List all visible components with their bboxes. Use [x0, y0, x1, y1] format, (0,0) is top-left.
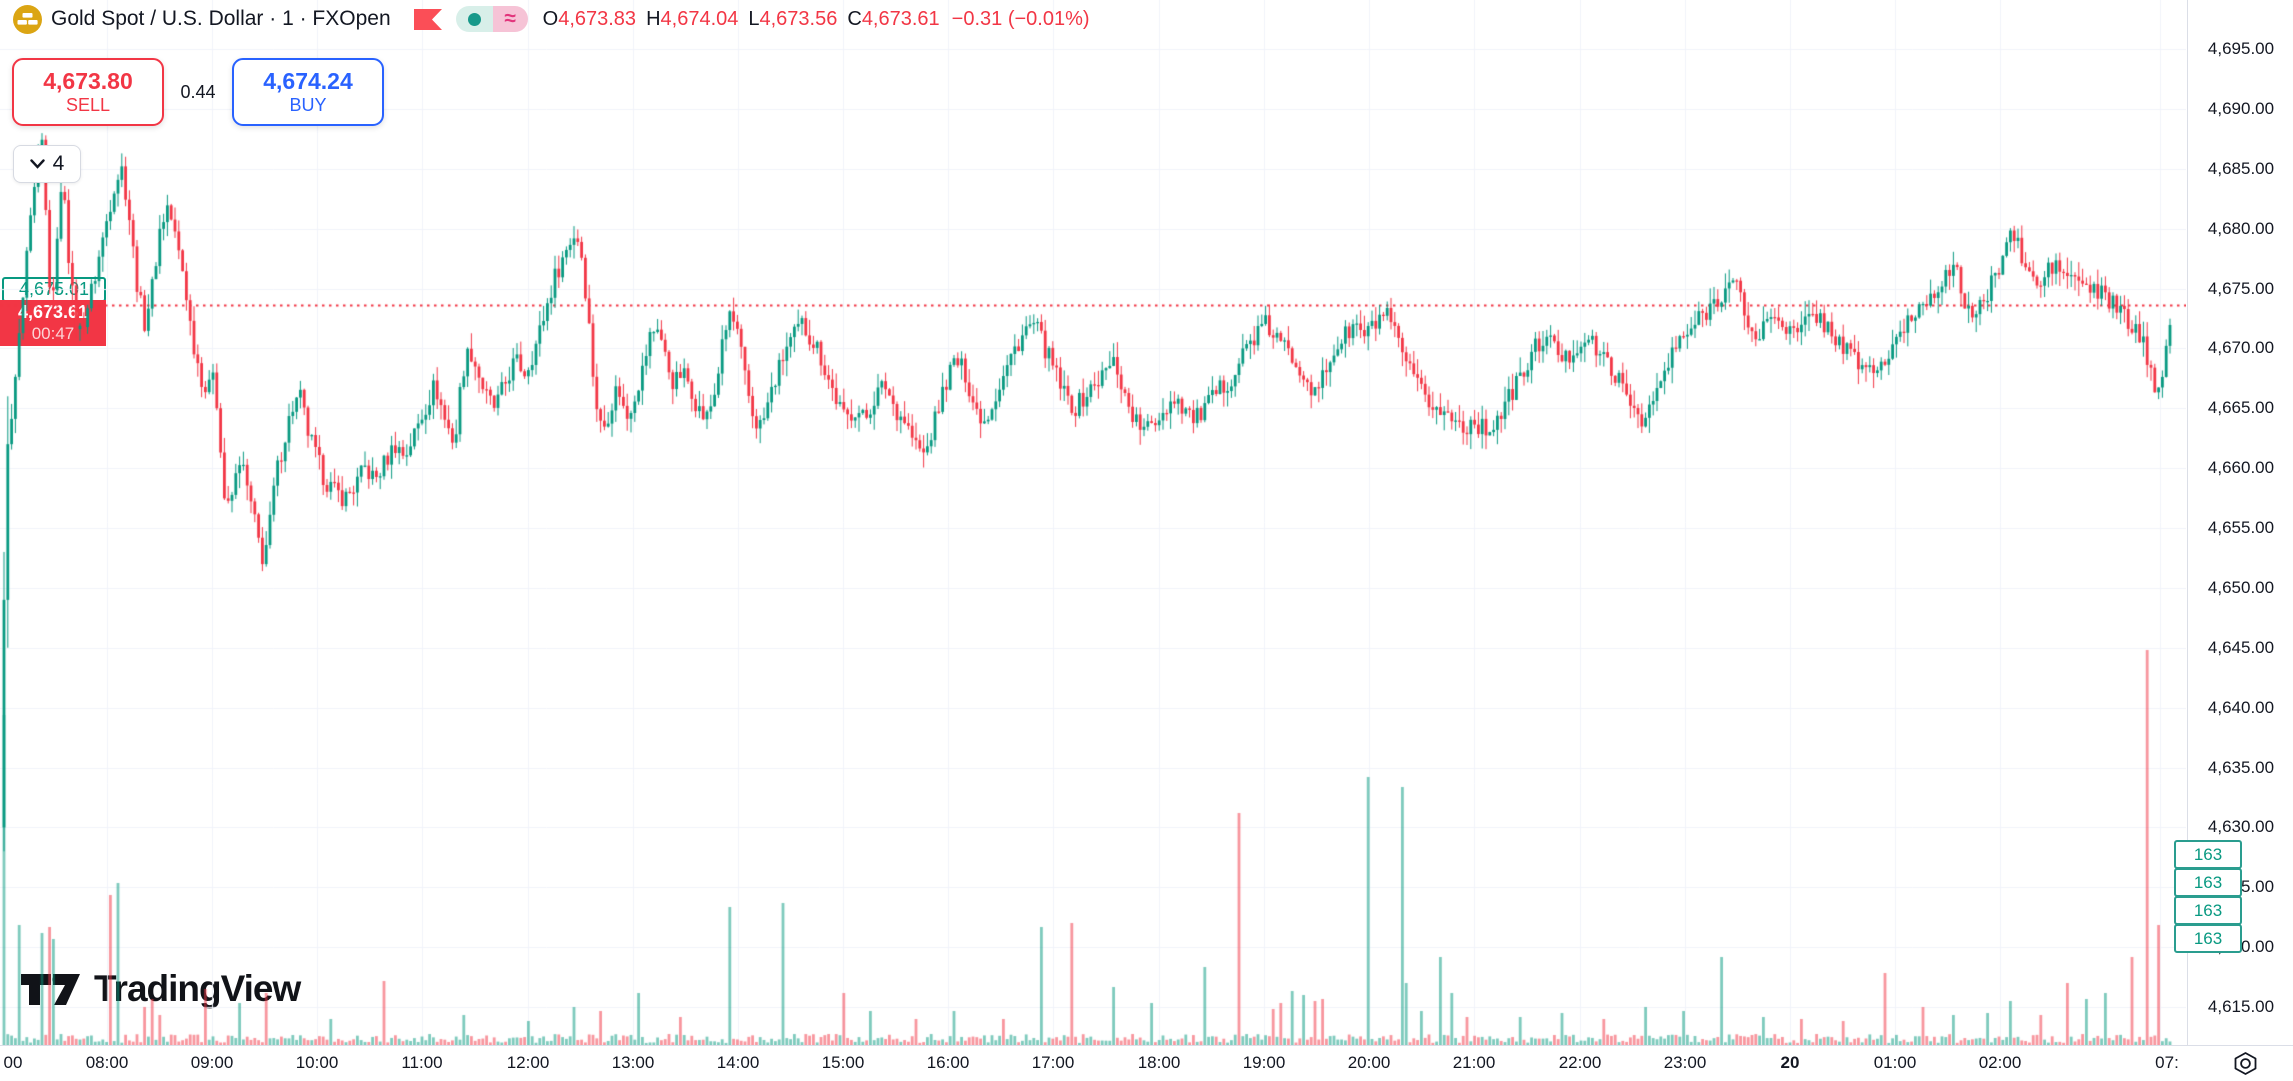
time-tick-label: 08:00 [85, 1053, 129, 1072]
time-tick-label: 19:00 [1242, 1053, 1286, 1072]
symbol-title[interactable]: Gold Spot / U.S. Dollar · 1 · FXOpen [51, 7, 391, 30]
price-tick-label: 4,655.00 [2207, 518, 2275, 537]
time-tick-label: 14:00 [716, 1053, 760, 1072]
approx-icon: ≈ [504, 7, 516, 30]
close-label: C [847, 7, 862, 30]
gold-symbol-icon [13, 4, 42, 34]
price-tick-label: 4,640.00 [2207, 697, 2275, 717]
time-tick-label: 10:00 [295, 1053, 339, 1072]
time-tick-label: 09:00 [190, 1053, 234, 1072]
object-tree-hexagon-icon[interactable] [2232, 1051, 2259, 1076]
dom-level-badge[interactable]: 163 [2174, 840, 2242, 869]
time-tick-label: 01:00 [1873, 1053, 1917, 1072]
dom-level-badge[interactable]: 163 [2174, 896, 2242, 925]
price-tick-label: 4,615.00 [2207, 997, 2275, 1016]
high-label: H [646, 7, 661, 30]
low-label: L [748, 7, 760, 30]
price-tick-label: 4,670.00 [2207, 338, 2275, 358]
spread-value: 0.44 [180, 81, 216, 102]
synthetic-price-segment: ≈ [492, 6, 528, 32]
open-label: O [542, 7, 559, 30]
open-value: 4,673.83 [558, 7, 637, 30]
chart-legend: Gold Spot / U.S. Dollar · 1 · FXOpen ≈ O… [0, 0, 1090, 38]
time-tick-label: 22:00 [1558, 1053, 1602, 1072]
price-tick-label: 4,635.00 [2207, 757, 2275, 777]
price-tick-label: 4,665.00 [2207, 398, 2275, 418]
buy-price: 4,674.24 [263, 68, 353, 94]
time-tick-label: 20:00 [1347, 1053, 1391, 1072]
time-scale[interactable]: 00 08:00 09:00 10:00 11:00 12:00 13:00 14:00 15:… [0, 1045, 2293, 1081]
candlestick-chart-plot[interactable] [0, 0, 2186, 1045]
time-tick-label: 17:00 [1031, 1053, 1075, 1072]
price-tick-label: 4,695.00 [2207, 39, 2275, 58]
time-tick-label: 23:00 [1663, 1053, 1707, 1072]
low-value: 4,673.56 [759, 7, 838, 30]
time-tick-label: 13:00 [611, 1053, 655, 1072]
dom-level-badge[interactable]: 163 [2174, 868, 2242, 897]
time-tick-label: 15:00 [821, 1053, 865, 1072]
price-tick-label: 4,660.00 [2207, 458, 2275, 478]
price-tick-label: 4,685.00 [2207, 158, 2275, 178]
time-tick-label: 18:00 [1137, 1053, 1181, 1072]
market-status-pill[interactable]: ≈ [455, 6, 528, 32]
high-value: 4,674.04 [660, 7, 739, 30]
sell-button[interactable]: 4,673.80 SELL [12, 58, 164, 126]
positions-collapse-button[interactable]: 4 [13, 145, 81, 183]
price-tick-label: 4,650.00 [2207, 577, 2275, 597]
close-value: 4,673.61 [861, 7, 940, 30]
positions-count: 4 [52, 152, 65, 175]
sell-price: 4,673.80 [43, 68, 133, 94]
time-tick-label: 07: [2155, 1053, 2179, 1072]
buy-label: BUY [289, 95, 327, 115]
time-tick-label: 16:00 [926, 1053, 970, 1072]
dom-level-badge[interactable]: 163 [2174, 924, 2242, 953]
time-tick-label: 02:00 [1978, 1053, 2022, 1072]
change-value: −0.31 (−0.01%) [951, 7, 1090, 30]
buy-button[interactable]: 4,674.24 BUY [232, 58, 384, 126]
price-tick-label: 4,690.00 [2207, 98, 2275, 118]
time-tick-label: 20 [1780, 1053, 1800, 1072]
ohlc-readout: O 4,673.83 H 4,674.04 L 4,673.56 C 4,673… [543, 8, 1090, 31]
sell-label: SELL [65, 95, 111, 115]
price-tick-label: 4,675.00 [2207, 278, 2275, 298]
time-tick-label: 00 [3, 1053, 23, 1072]
time-tick-label: 11:00 [401, 1053, 443, 1072]
price-tick-label: 4,645.00 [2207, 637, 2275, 657]
time-tick-label: 21:00 [1452, 1053, 1496, 1072]
price-tick-label: 4,680.00 [2207, 218, 2275, 238]
market-open-dot-icon [467, 12, 481, 26]
time-tick-label: 12:00 [506, 1053, 550, 1072]
flag-icon[interactable] [413, 8, 443, 31]
trade-panel: 4,673.80 SELL 0.44 4,674.24 BUY [0, 58, 384, 126]
market-open-segment [455, 6, 493, 32]
price-tick-label: 4,630.00 [2207, 817, 2275, 837]
chevron-down-icon [29, 159, 45, 169]
